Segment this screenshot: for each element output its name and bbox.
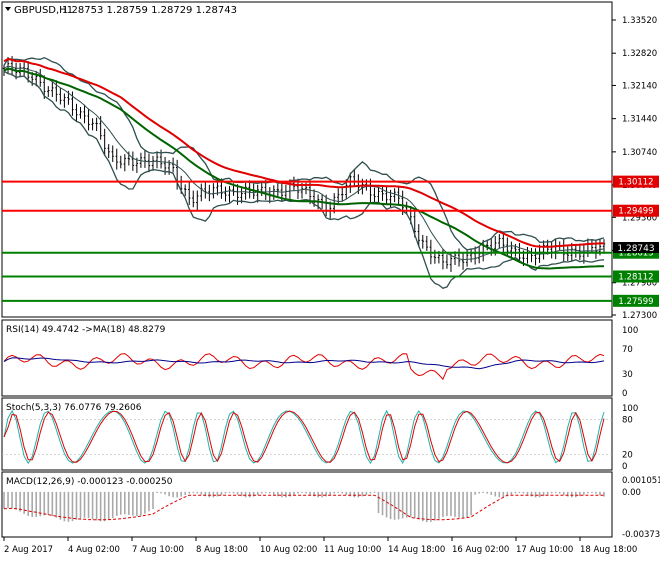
level-tag-box: [613, 294, 659, 307]
current-price-value: 1.28743: [617, 244, 654, 254]
stoch-tick-label: 20: [622, 450, 633, 460]
stoch-signal-line: [3, 410, 605, 464]
current-price-tag-box: [613, 242, 659, 253]
rsi-ma-line: [3, 357, 605, 370]
collapse-arrow-icon[interactable]: [5, 7, 11, 11]
price-pane-frame: [1, 1, 613, 318]
macd-axis: 0.001051 0.00 -0.003739: [622, 476, 660, 540]
rsi-axis: 100 70 30 0: [622, 326, 638, 399]
time-tick-label: 11 Aug 10:00: [324, 545, 381, 555]
bollinger-upper: [3, 56, 605, 251]
macd-series-layer: [3, 491, 605, 523]
time-tick-label: 2 Aug 2017: [4, 545, 53, 555]
rsi-pane[interactable]: RSI(14) 49.4742 ->MA(18) 48.8279 100 70 30…: [1, 319, 638, 399]
time-tick-label: 16 Aug 02:00: [452, 545, 509, 555]
macd-tick-label: -0.003739: [622, 530, 660, 540]
rsi-line: [3, 353, 605, 381]
bollinger-lower: [3, 70, 605, 290]
price-tick-label: 1.27980: [622, 279, 657, 289]
level-tag-box: [613, 204, 659, 217]
stoch-tick-label: 100: [622, 404, 638, 414]
rsi-series-layer: [3, 353, 605, 381]
rsi-tick-label: 30: [622, 370, 633, 380]
macd-signal-line: [3, 494, 604, 521]
moving-average-slow: [3, 67, 605, 270]
price-tick-label: 1.27300: [622, 311, 657, 321]
time-tick-label: 18 Aug 18:00: [580, 545, 637, 555]
stoch-main-line: [3, 409, 605, 465]
price-tick-label: 1.29360: [622, 213, 657, 223]
time-tick-label: 17 Aug 10:00: [516, 545, 573, 555]
price-tick-label: 1.32820: [622, 49, 657, 59]
rsi-tick-label: 0: [622, 389, 627, 399]
level-tag-label: 1.28112: [618, 272, 653, 282]
time-tick-label: 8 Aug 18:00: [196, 545, 248, 555]
level-tag-box: [613, 175, 659, 188]
stoch-pane[interactable]: Stoch(5,3,3) 76.0776 79.2606 100 80 20 0: [1, 397, 638, 472]
ohlc-label: 1.28753 1.28759 1.28729 1.28743: [62, 5, 237, 16]
rsi-pane-frame: [1, 319, 613, 397]
stoch-axis: 100 80 20 0: [622, 404, 638, 472]
price-series-layer: [2, 56, 606, 290]
macd-pane-frame: [1, 471, 613, 538]
macd-label: MACD(12,26,9) -0.000123 -0.000250: [6, 477, 173, 487]
price-pane[interactable]: GBPUSD,H1 1.28753 1.28759 1.28729 1.2874…: [1, 1, 659, 321]
macd-tick-label: 0.00: [622, 488, 641, 498]
symbol-label: GBPUSD,H1: [14, 5, 73, 16]
current-price-tag: 1.28743: [613, 242, 659, 254]
macd-pane[interactable]: MACD(12,26,9) -0.000123 -0.000250 0.0010…: [1, 471, 660, 540]
price-tick-label: 1.32140: [622, 81, 657, 91]
rsi-tick-label: 100: [622, 326, 638, 336]
level-tag-label: 1.28613: [618, 249, 653, 259]
level-tag-label: 1.27599: [618, 297, 653, 307]
time-tick-label: 7 Aug 10:00: [132, 545, 184, 555]
time-axis: 2 Aug 2017 4 Aug 02:00 7 Aug 10:00 8 Aug 18…: [3, 537, 637, 555]
stoch-tick-label: 80: [622, 416, 633, 426]
price-tick-label: 1.30740: [622, 148, 657, 158]
level-tag-label: 1.29499: [618, 207, 653, 217]
time-tick-label: 4 Aug 02:00: [68, 545, 120, 555]
stoch-tick-label: 0: [622, 462, 627, 472]
time-tick-label: 14 Aug 18:00: [388, 545, 445, 555]
rsi-tick-label: 70: [622, 345, 633, 355]
price-tick-label: 1.31440: [622, 115, 657, 125]
macd-tick-label: 0.001051: [622, 476, 660, 486]
time-tick-label: 10 Aug 02:00: [260, 545, 317, 555]
rsi-label: RSI(14) 49.4742 ->MA(18) 48.8279: [6, 325, 166, 335]
level-tag-label: 1.30112: [618, 178, 653, 188]
price-tick-label: 1.33520: [622, 16, 657, 26]
level-tag-box: [613, 270, 659, 283]
moving-average-fast: [3, 57, 605, 248]
bollinger-middle: [3, 65, 605, 261]
stoch-label: Stoch(5,3,3) 76.0776 79.2606: [6, 403, 142, 413]
stoch-series-layer: [2, 409, 612, 465]
horizontal-levels[interactable]: [2, 180, 612, 302]
